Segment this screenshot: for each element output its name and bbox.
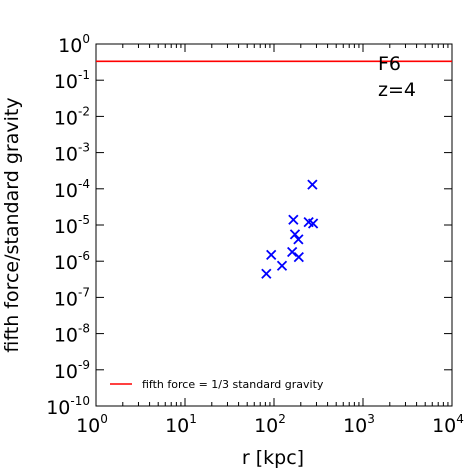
data-point (276, 260, 288, 271)
data-point-stroke (307, 179, 318, 190)
data-point (289, 229, 301, 240)
x-tick-label: 102 (254, 412, 286, 437)
data-point (287, 246, 298, 258)
data-point-stroke (289, 229, 301, 240)
y-tick-label: 10-2 (54, 104, 90, 129)
legend-label: fifth force = 1/3 standard gravity (142, 378, 324, 391)
data-point (293, 251, 304, 263)
x-axis-label: r [kpc] (242, 447, 304, 469)
y-tick-label: 10-9 (54, 358, 90, 383)
y-tick-label: 10-8 (54, 322, 90, 347)
y-tick-label: 10-7 (54, 285, 90, 310)
data-point-stroke (303, 216, 314, 228)
data-marks (96, 60, 452, 279)
y-tick-label: 10-5 (54, 213, 90, 238)
data-point (307, 179, 318, 190)
data-point-stroke (287, 246, 298, 258)
data-point (266, 249, 277, 260)
x-tick-label: 104 (432, 412, 464, 437)
y-tick-label: 10-1 (54, 68, 90, 93)
ticks: 100 101 102 103 104 100 10-1 10-2 10-3 10-4 10-5 10… (46, 32, 464, 437)
annotation-model: F6 (378, 53, 401, 75)
y-tick-label: 100 (58, 32, 90, 57)
data-point-stroke (293, 234, 304, 245)
data-point-stroke (293, 251, 304, 263)
y-axis-label: fifth force/standard gravity (1, 97, 23, 352)
y-tick-label: 10-3 (54, 141, 90, 166)
data-point-stroke (276, 260, 288, 271)
data-point-stroke (307, 218, 319, 229)
y-tick-label: 10-10 (46, 394, 90, 419)
annotation-redshift: z=4 (378, 79, 416, 101)
data-point-stroke (261, 268, 272, 279)
y-tick-label: 10-4 (54, 177, 90, 202)
data-point (293, 234, 304, 245)
x-tick-label: 101 (165, 412, 197, 437)
x-tick-label: 103 (343, 412, 375, 437)
legend: fifth force = 1/3 standard gravity (110, 378, 324, 391)
data-point (288, 214, 299, 225)
x-tick-label: 100 (76, 412, 108, 437)
y-tick-label: 10-6 (54, 249, 90, 274)
data-point-stroke (288, 214, 299, 225)
data-point (261, 268, 272, 279)
data-point-stroke (266, 249, 277, 260)
data-point (307, 218, 319, 229)
